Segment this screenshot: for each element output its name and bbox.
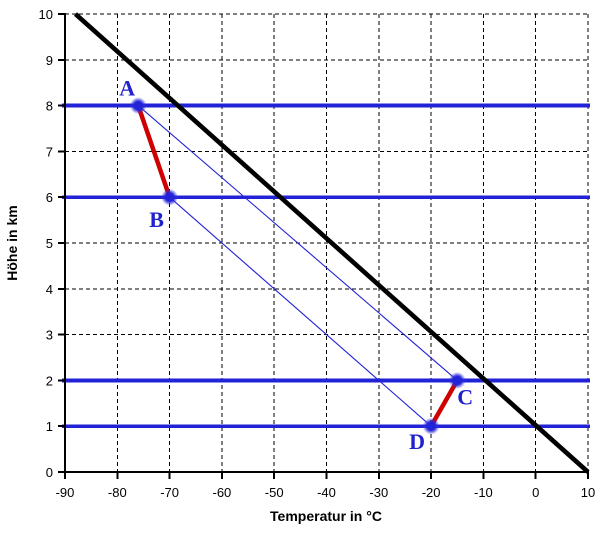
y-tick-label: 7 bbox=[46, 144, 53, 159]
x-tick-label: -80 bbox=[108, 485, 127, 500]
x-tick-label: -20 bbox=[422, 485, 441, 500]
point-label-D: D bbox=[409, 429, 425, 454]
x-tick-label: -50 bbox=[265, 485, 284, 500]
y-tick-label: 9 bbox=[46, 53, 53, 68]
x-tick-label: -60 bbox=[213, 485, 232, 500]
y-tick-label: 2 bbox=[46, 373, 53, 388]
ascent-line-A-C bbox=[137, 105, 458, 381]
temperature-gradient-line bbox=[73, 12, 590, 474]
point-C bbox=[453, 376, 462, 385]
y-tick-label: 1 bbox=[46, 419, 53, 434]
y-axis-title: Höhe in km bbox=[4, 205, 20, 280]
y-tick-label: 8 bbox=[46, 99, 53, 114]
y-tick-label: 10 bbox=[39, 7, 53, 22]
point-label-C: C bbox=[457, 384, 473, 409]
y-tick-label: 0 bbox=[46, 465, 53, 480]
x-tick-label: -70 bbox=[160, 485, 179, 500]
x-tick-label: -90 bbox=[56, 485, 75, 500]
y-tick-label: 6 bbox=[46, 190, 53, 205]
y-tick-label: 4 bbox=[46, 282, 53, 297]
point-D bbox=[426, 422, 436, 431]
x-tick-label: -10 bbox=[474, 485, 493, 500]
point-A bbox=[134, 101, 143, 110]
x-tick-label: -40 bbox=[317, 485, 336, 500]
point-label-A: A bbox=[119, 76, 135, 101]
y-tick-label: 5 bbox=[46, 236, 53, 251]
point-label-B: B bbox=[149, 207, 164, 232]
x-tick-label: 0 bbox=[532, 485, 539, 500]
red-segment-A-B bbox=[135, 103, 172, 200]
red-segment-C-D bbox=[428, 378, 460, 429]
x-axis-title: Temperatur in °C bbox=[270, 508, 382, 524]
y-tick-label: 3 bbox=[46, 328, 53, 343]
ascent-line-B-D bbox=[169, 196, 432, 427]
point-B bbox=[165, 193, 174, 202]
x-tick-label: -30 bbox=[369, 485, 388, 500]
plot-content: -90 -80 -70 -60 -50 -40 -30 -20 -10 0 10 0 1 2 3 4 5 6 7 8 9… bbox=[39, 7, 596, 500]
x-tick-label: 10 bbox=[581, 485, 595, 500]
